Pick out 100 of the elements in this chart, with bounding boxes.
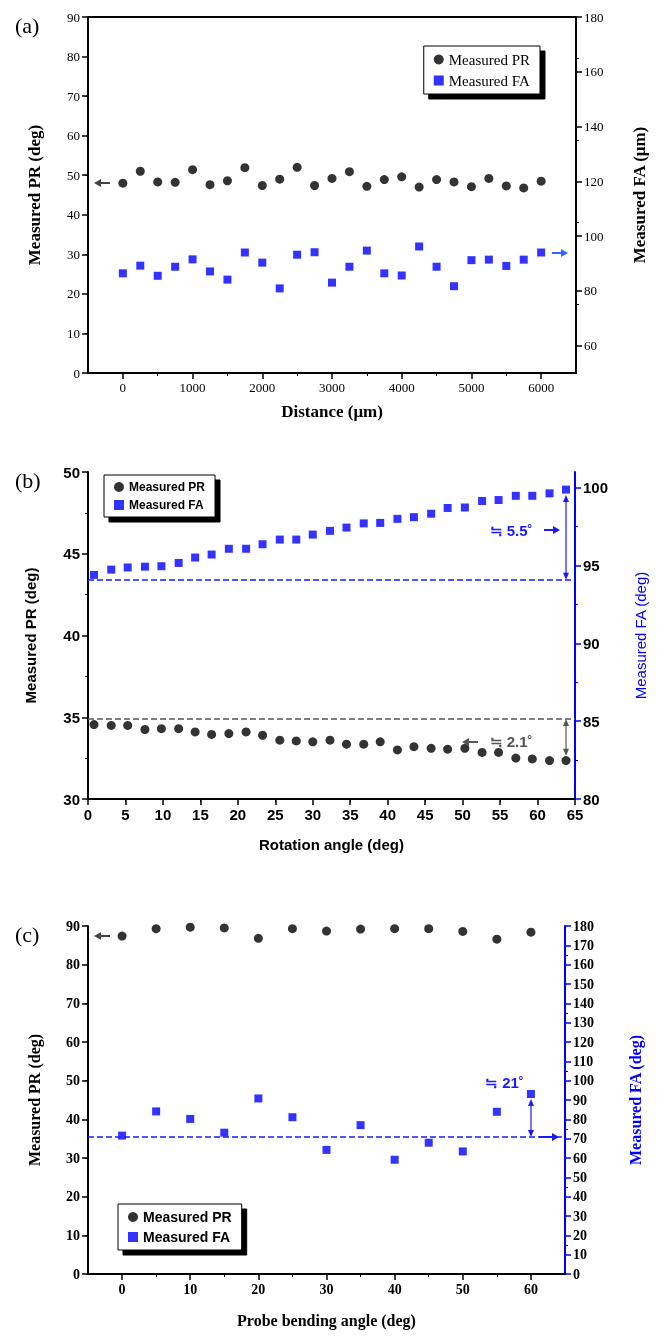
point — [545, 756, 555, 766]
point — [275, 284, 284, 293]
x-tick-label: 5 — [121, 806, 130, 823]
y2-tick-label: 50 — [573, 1169, 587, 1185]
point — [359, 519, 368, 528]
x-tick-label: 60 — [523, 1281, 538, 1297]
y-tick-label: 0 — [73, 1266, 80, 1282]
x-tick-label: 5000 — [458, 380, 485, 395]
point — [345, 262, 354, 271]
point — [443, 503, 452, 512]
x-tick-label: 25 — [266, 806, 284, 823]
point — [89, 570, 98, 579]
x-tick-label: 4000 — [388, 380, 415, 395]
point — [494, 496, 503, 505]
x-axis-title: Distance (μm) — [281, 402, 383, 421]
x-tick-label: 30 — [319, 1281, 334, 1297]
point — [308, 737, 318, 747]
point — [288, 1113, 297, 1122]
point — [449, 177, 459, 187]
point — [397, 172, 407, 182]
y-tick-label: 70 — [67, 88, 80, 104]
y2-tick-label: 80 — [583, 790, 600, 808]
y-tick-label: 30 — [66, 1150, 80, 1166]
point — [188, 255, 197, 264]
point — [152, 1107, 161, 1116]
point — [458, 1147, 467, 1156]
point — [562, 485, 571, 494]
y-tick-label: 0 — [73, 365, 80, 381]
y2-tick-label: 95 — [583, 556, 600, 574]
point — [153, 271, 162, 280]
point — [171, 262, 180, 271]
point — [380, 269, 389, 278]
y2-tick-label: 70 — [573, 1131, 587, 1147]
point — [424, 1138, 433, 1147]
point — [191, 553, 200, 562]
x-tick-label: 10 — [154, 806, 172, 823]
y2-tick-label: 80 — [573, 1111, 587, 1127]
point — [375, 737, 385, 747]
point — [362, 246, 371, 255]
point — [293, 250, 302, 259]
x-tick-label: 55 — [491, 806, 509, 823]
point — [275, 174, 285, 184]
point — [241, 727, 251, 737]
point — [188, 165, 198, 175]
point — [492, 1107, 501, 1116]
point — [460, 743, 470, 753]
y2-tick-label: 100 — [584, 228, 604, 244]
point — [511, 753, 521, 763]
x-tick-label: 30 — [304, 806, 322, 823]
point — [344, 167, 354, 177]
point — [427, 509, 436, 518]
y-axis-title: Measured PR (deg) — [25, 1033, 44, 1167]
x-tick-label: 0 — [119, 380, 127, 395]
point — [494, 747, 504, 757]
x-tick-label: 10 — [183, 1281, 198, 1297]
y2-tick-label: 60 — [584, 338, 597, 354]
point — [376, 518, 385, 527]
point — [156, 724, 166, 734]
x-tick-label: 20 — [229, 806, 247, 823]
legend-label: Measured PR — [448, 51, 531, 68]
point — [502, 261, 511, 270]
point — [153, 177, 163, 187]
x-tick-label: 20 — [251, 1281, 266, 1297]
y2-tick-label: 170 — [573, 937, 594, 953]
y2-tick-label: 140 — [573, 995, 594, 1011]
point — [327, 173, 337, 183]
point — [140, 725, 150, 735]
y-tick-label: 40 — [66, 1111, 80, 1127]
point — [157, 562, 166, 571]
y2-tick-label: 150 — [573, 976, 594, 992]
point — [207, 729, 217, 739]
x-tick-label: 45 — [416, 806, 434, 823]
y2-tick-label: 180 — [573, 918, 594, 934]
y2-tick-label: 40 — [573, 1189, 587, 1205]
point — [258, 258, 267, 267]
point — [174, 558, 183, 567]
point — [242, 544, 251, 553]
point — [275, 535, 284, 544]
y-tick-label: 10 — [67, 325, 80, 341]
point — [501, 181, 511, 191]
chart-title: (b) — [15, 467, 41, 493]
x-tick-label: 60 — [529, 806, 546, 823]
point — [308, 530, 317, 539]
y2-tick-label: 140 — [584, 119, 604, 135]
x-tick-label: 35 — [341, 806, 359, 823]
point — [432, 262, 441, 271]
point — [356, 1121, 365, 1130]
point — [392, 745, 402, 755]
point — [519, 183, 529, 193]
point — [123, 563, 132, 572]
y2-tick-label: 160 — [584, 64, 604, 80]
point — [220, 1128, 229, 1137]
point — [186, 1114, 195, 1123]
y2-axis-title: Measured FA (deg) — [626, 1034, 645, 1166]
y2-tick-label: 80 — [584, 283, 597, 299]
y2-tick-label: 0 — [573, 1266, 580, 1282]
point — [359, 739, 369, 749]
point — [223, 275, 232, 284]
point — [325, 735, 335, 745]
point — [519, 255, 528, 264]
